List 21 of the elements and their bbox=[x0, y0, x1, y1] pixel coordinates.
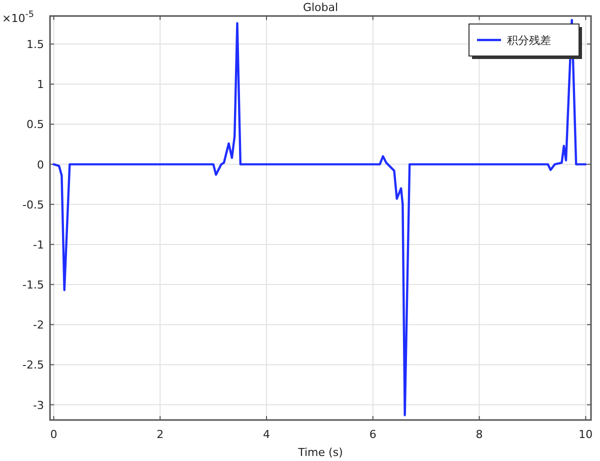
y-tick-label: 1 bbox=[37, 78, 44, 92]
chart-title: Global bbox=[302, 1, 338, 14]
y-tick-label: -1.5 bbox=[22, 278, 44, 292]
x-tick-label: 8 bbox=[476, 428, 483, 441]
y-tick-label: -2 bbox=[33, 318, 44, 332]
y-tick-label: 1.5 bbox=[26, 38, 44, 52]
x-tick-label: 10 bbox=[578, 428, 593, 441]
y-tick-label: -1 bbox=[33, 238, 44, 252]
x-tick-label: 4 bbox=[263, 428, 270, 441]
y-tick-label: -0.5 bbox=[22, 198, 44, 212]
text: ×10$^{-5}$ bbox=[2, 10, 34, 25]
y-tick-label: -2.5 bbox=[22, 358, 44, 372]
y-tick-label: 0 bbox=[37, 158, 44, 172]
y-tick-label: -3 bbox=[33, 398, 44, 412]
x-tick-label: 6 bbox=[369, 428, 376, 441]
legend-label: 积分残差 bbox=[507, 34, 551, 47]
y-tick-label: 0.5 bbox=[26, 118, 44, 132]
x-tick-label: 2 bbox=[156, 428, 164, 441]
x-tick-label: 0 bbox=[50, 428, 58, 441]
line-series bbox=[52, 18, 587, 416]
x-axis-title: Time (s) bbox=[297, 446, 343, 459]
